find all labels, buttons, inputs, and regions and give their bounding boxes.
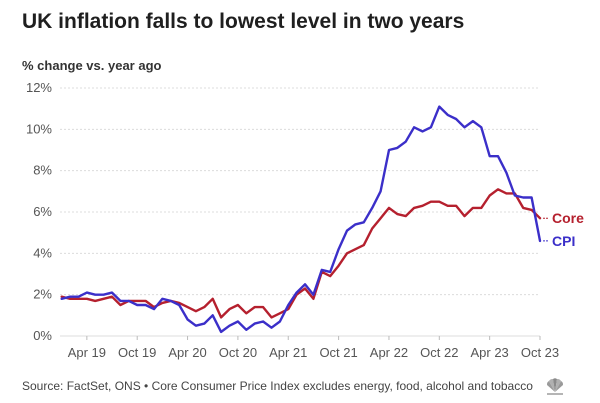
series-end-labels: Core CPI [543,210,584,249]
x-tick-label: Apr 21 [269,345,307,360]
cnbc-peacock-icon [546,378,564,395]
x-tick-label: Oct 20 [219,345,257,360]
source-note: Source: FactSet, ONS • Core Consumer Pri… [22,379,533,393]
gridlines [60,87,540,337]
y-tick-label: 6% [33,204,52,219]
y-tick-label: 0% [33,328,52,343]
series-line-cpi [60,105,542,334]
x-tick-label: Apr 19 [68,345,106,360]
chart-subtitle: % change vs. year ago [22,58,162,73]
x-tick-label: Oct 23 [521,345,559,360]
series-lines [60,105,542,334]
y-axis-ticks: 0% 2% 4% 6% 8% 10% 12% [26,80,52,343]
y-tick-label: 4% [33,245,52,260]
y-tick-label: 2% [33,287,52,302]
x-tick-label: Oct 22 [420,345,458,360]
x-tick-label: Oct 19 [118,345,156,360]
y-tick-label: 8% [33,163,52,178]
x-tick-label: Apr 22 [370,345,408,360]
chart-title: UK inflation falls to lowest level in tw… [22,10,465,33]
x-tick-label: Oct 21 [319,345,357,360]
y-tick-label: 12% [26,80,52,95]
x-axis-ticks: Apr 19 Oct 19 Apr 20 Oct 20 Apr 21 Oct 21 Apr … [68,336,559,360]
x-tick-label: Apr 23 [470,345,508,360]
series-label-core: Core [552,210,584,226]
x-tick-label: Apr 20 [168,345,206,360]
series-label-cpi: CPI [552,233,575,249]
series-line-core [60,188,542,319]
y-tick-label: 10% [26,121,52,136]
